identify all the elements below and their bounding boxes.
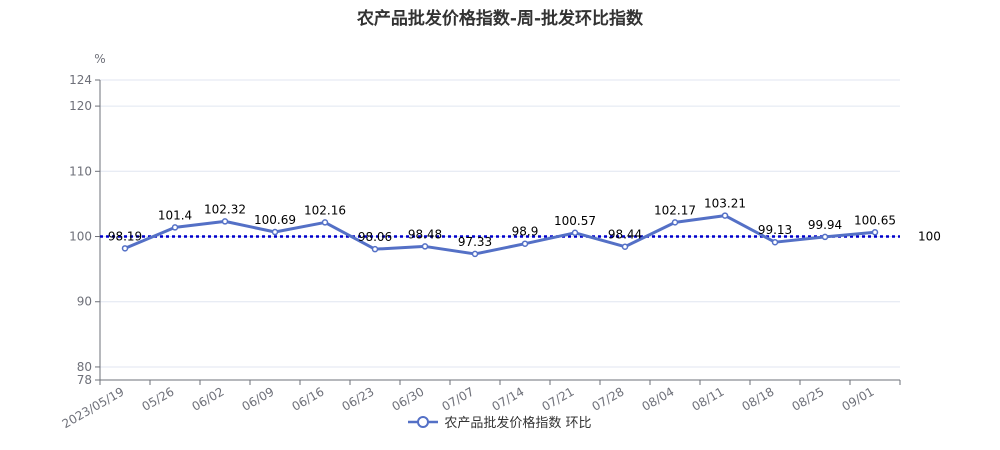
data-point [371, 245, 379, 253]
data-point [821, 233, 829, 241]
x-tick-label: 07/14 [490, 384, 527, 413]
data-label: 98.19 [108, 229, 142, 243]
data-label: 98.06 [358, 230, 392, 244]
data-label: 97.33 [458, 235, 492, 249]
data-point [521, 240, 529, 247]
x-tick-label: 05/26 [140, 384, 177, 413]
data-point [221, 218, 229, 225]
series-line [124, 214, 876, 256]
data-point [271, 228, 279, 236]
data-label: 100.65 [854, 213, 896, 227]
x-tick-label: 08/18 [740, 384, 777, 413]
data-label: 100.57 [554, 214, 596, 228]
data-label: 98.9 [512, 225, 539, 239]
data-point [571, 229, 579, 237]
data-point [471, 250, 479, 258]
x-tick-label: 07/21 [540, 384, 577, 413]
data-point [671, 219, 679, 226]
x-tick-label: 06/23 [340, 384, 377, 413]
data-point [621, 243, 629, 250]
data-label: 102.17 [654, 203, 696, 217]
x-tick-label: 07/28 [590, 384, 627, 413]
y-tick-label: 90 [77, 295, 92, 309]
data-label: 102.16 [304, 203, 346, 217]
data-label: 98.48 [408, 227, 442, 241]
x-tick-label: 08/11 [690, 384, 727, 413]
data-label: 99.13 [758, 223, 792, 237]
y-axis-unit-label: % [94, 52, 105, 66]
y-tick-label: 80 [77, 360, 92, 374]
x-tick-label: 06/30 [390, 384, 427, 413]
x-tick-label: 09/01 [840, 384, 877, 413]
data-point [171, 224, 179, 231]
data-point [121, 245, 129, 252]
y-tick-label: 120 [69, 99, 92, 113]
data-point [771, 238, 779, 246]
chart-title: 农产品批发价格指数-周-批发环比指数 [356, 9, 644, 29]
reference-line-label: 100 [918, 230, 941, 244]
legend-label: 农产品批发价格指数 环比 [444, 416, 592, 431]
data-point [421, 243, 429, 250]
data-point [721, 212, 729, 219]
y-tick-label: 100 [69, 230, 92, 244]
data-label: 103.21 [704, 197, 746, 211]
data-label: 100.69 [254, 213, 296, 227]
x-tick-label: 06/09 [240, 384, 277, 413]
legend[interactable]: 农产品批发价格指数 环比 [0, 412, 1000, 431]
x-tick-label: 06/16 [290, 384, 327, 413]
data-point [321, 219, 329, 226]
x-tick-label: 08/04 [640, 384, 677, 413]
data-label: 98.44 [608, 228, 642, 242]
data-label: 99.94 [808, 218, 842, 232]
data-point [871, 229, 879, 236]
y-tick-label: 78 [77, 373, 92, 387]
data-label: 102.32 [204, 202, 246, 216]
y-tick-label: 124 [69, 73, 92, 87]
legend-line-marker-icon [408, 415, 439, 428]
x-tick-label: 06/02 [190, 384, 227, 413]
x-tick-label: 07/07 [440, 384, 477, 413]
x-tick-label: 08/25 [790, 384, 827, 413]
data-label: 101.4 [158, 208, 192, 222]
y-tick-label: 110 [69, 164, 92, 178]
